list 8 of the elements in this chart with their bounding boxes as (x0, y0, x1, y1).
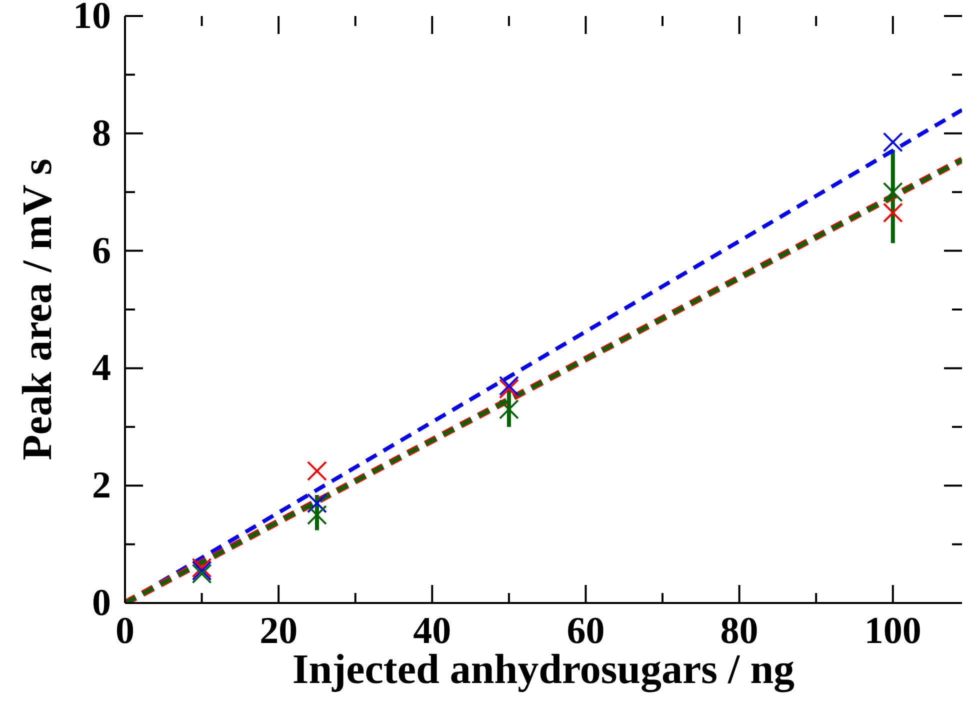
y-tick-label: 2 (92, 464, 111, 507)
y-tick-label: 0 (92, 582, 111, 624)
y-tick-label: 10 (73, 0, 111, 37)
x-tick-label: 100 (864, 610, 922, 652)
y-tick-label: 4 (92, 347, 111, 390)
y-axis-title: Peak area / mV s (14, 158, 61, 460)
y-tick-label: 8 (92, 112, 111, 154)
y-tick-label: 6 (92, 230, 111, 272)
